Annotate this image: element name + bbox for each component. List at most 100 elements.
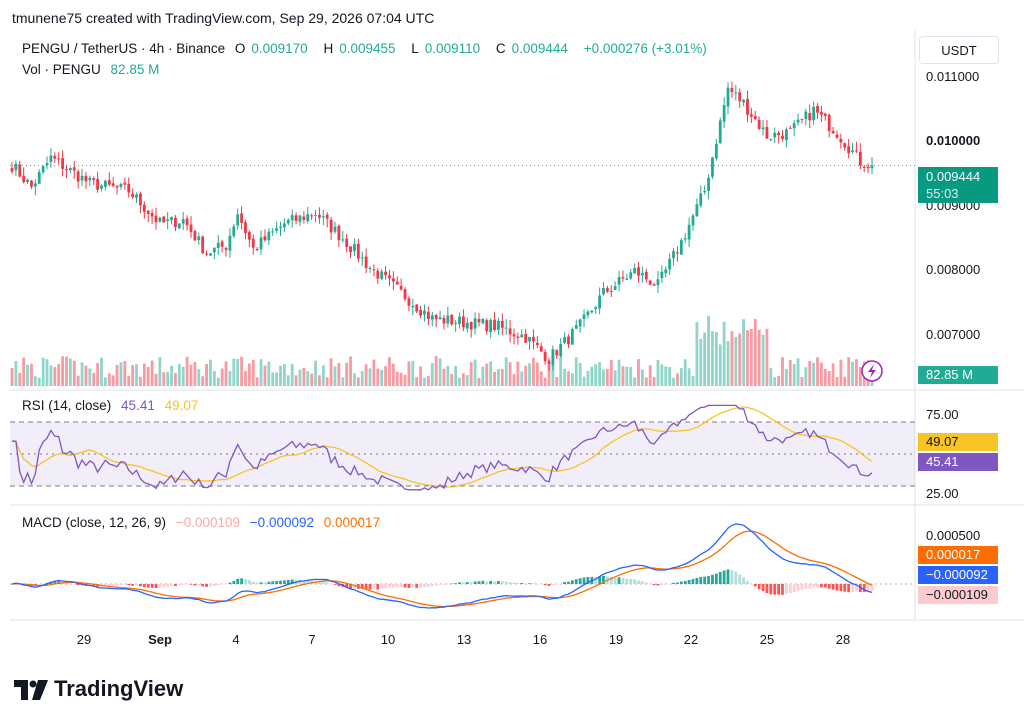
volume-bar bbox=[251, 359, 255, 386]
volume-bar bbox=[714, 332, 718, 386]
macd-hist-tag: −0.000109 bbox=[918, 586, 998, 604]
volume-bar bbox=[57, 364, 61, 386]
candle-body bbox=[399, 285, 403, 290]
macd-legend: MACD (close, 12, 26, 9) −0.000109 −0.000… bbox=[22, 515, 386, 530]
price-tick: 0.011000 bbox=[926, 69, 980, 84]
macd-hist-bar bbox=[146, 584, 150, 588]
volume-bar bbox=[446, 365, 450, 386]
candle-body bbox=[49, 155, 53, 162]
candle-body bbox=[84, 175, 88, 182]
candle-body bbox=[205, 253, 208, 255]
candle-body bbox=[668, 258, 672, 270]
volume-bar bbox=[286, 375, 290, 386]
volume-bar bbox=[240, 356, 243, 386]
ohlc-legend: PENGU / TetherUS · 4h · Binance O 0.00917… bbox=[22, 41, 713, 56]
currency-button[interactable]: USDT bbox=[919, 36, 999, 64]
volume-bar bbox=[742, 319, 745, 386]
volume-bar bbox=[419, 366, 422, 386]
candle-body bbox=[504, 327, 508, 329]
candle-body bbox=[473, 318, 477, 329]
macd-hist-bar bbox=[318, 581, 321, 584]
lightning-icon[interactable] bbox=[861, 360, 883, 382]
candle-body bbox=[201, 236, 205, 254]
candle-body bbox=[477, 318, 481, 323]
macd-hist-bar bbox=[726, 569, 730, 584]
volume-bar bbox=[415, 377, 419, 386]
volume-bar bbox=[271, 372, 275, 386]
macd-hist-bar bbox=[847, 584, 851, 593]
x-axis-label: Sep bbox=[148, 632, 172, 647]
volume-bar bbox=[236, 358, 240, 386]
macd-hist-bar bbox=[769, 584, 773, 595]
volume-bar bbox=[30, 363, 33, 386]
volume-bar bbox=[356, 377, 360, 386]
candle-body bbox=[353, 244, 356, 252]
bar-countdown: 55:03 bbox=[926, 186, 959, 201]
candle-body bbox=[570, 329, 574, 345]
macd-hist-bar bbox=[142, 584, 146, 588]
macd-hist-bar bbox=[247, 580, 251, 584]
macd-hist-bar bbox=[302, 580, 306, 584]
volume-bar bbox=[660, 364, 664, 386]
macd-hist-bar bbox=[170, 584, 173, 586]
volume-bar bbox=[784, 368, 788, 386]
macd-hist-bar bbox=[423, 584, 426, 588]
macd-signal-tag: 0.000017 bbox=[918, 546, 998, 564]
volume-bar bbox=[613, 370, 617, 386]
candle-body bbox=[454, 322, 458, 324]
candle-body bbox=[372, 269, 376, 271]
candle-body bbox=[251, 238, 255, 248]
candle-body bbox=[259, 237, 263, 250]
volume-bar bbox=[691, 375, 695, 386]
candle-body bbox=[691, 215, 695, 226]
tradingview-logo[interactable]: TradingView bbox=[14, 676, 183, 702]
macd-hist-bar bbox=[866, 584, 870, 592]
macd-hist-bar bbox=[271, 581, 275, 584]
volume-bar bbox=[247, 363, 251, 386]
volume-bar bbox=[823, 369, 827, 386]
macd-hist-bar bbox=[267, 581, 271, 584]
volume-bar bbox=[851, 361, 854, 386]
symbol-title[interactable]: PENGU / TetherUS · 4h · Binance bbox=[22, 41, 226, 56]
volume-bar bbox=[314, 360, 317, 386]
macd-hist-bar bbox=[664, 584, 668, 585]
macd-hist-bar bbox=[107, 584, 111, 586]
volume-bar bbox=[282, 364, 286, 386]
macd-hist-bar bbox=[738, 574, 742, 584]
macd-hist-bar bbox=[103, 584, 107, 586]
volume-bar bbox=[318, 375, 321, 386]
candle-body bbox=[528, 336, 531, 342]
volume-bar bbox=[166, 371, 170, 386]
macd-hist-bar bbox=[255, 582, 259, 584]
volume-bar bbox=[567, 371, 570, 386]
candle-body bbox=[625, 278, 629, 280]
macd-hist-bar bbox=[629, 578, 633, 584]
candle-body bbox=[72, 167, 76, 171]
price-tick: 0.008000 bbox=[926, 262, 981, 277]
chart-canvas[interactable] bbox=[0, 0, 1024, 660]
volume-bar bbox=[738, 333, 742, 386]
candle-body bbox=[866, 166, 870, 169]
volume-bar bbox=[516, 361, 520, 386]
volume-legend: Vol · PENGU 82.85 M bbox=[22, 62, 159, 77]
volume-bar bbox=[796, 358, 800, 386]
macd-hist-bar bbox=[321, 582, 325, 584]
volume-bar bbox=[364, 364, 368, 386]
macd-hist-bar bbox=[177, 584, 181, 586]
volume-bar bbox=[228, 371, 232, 386]
candle-body bbox=[800, 118, 804, 120]
macd-value: −0.000092 bbox=[249, 515, 314, 530]
candle-body bbox=[236, 214, 240, 226]
volume-bar bbox=[707, 315, 710, 386]
candle-body bbox=[329, 219, 333, 233]
macd-hist-bar bbox=[131, 584, 135, 586]
volume-bar bbox=[170, 365, 173, 386]
open-label: O 0.009170 bbox=[234, 41, 308, 56]
candle-body bbox=[547, 361, 551, 364]
macd-hist-bar bbox=[500, 581, 504, 584]
candle-body bbox=[76, 171, 80, 182]
candle-body bbox=[788, 127, 792, 129]
macd-hist-bar bbox=[450, 583, 454, 585]
candle-body bbox=[508, 328, 512, 335]
macd-hist-bar bbox=[454, 583, 458, 584]
